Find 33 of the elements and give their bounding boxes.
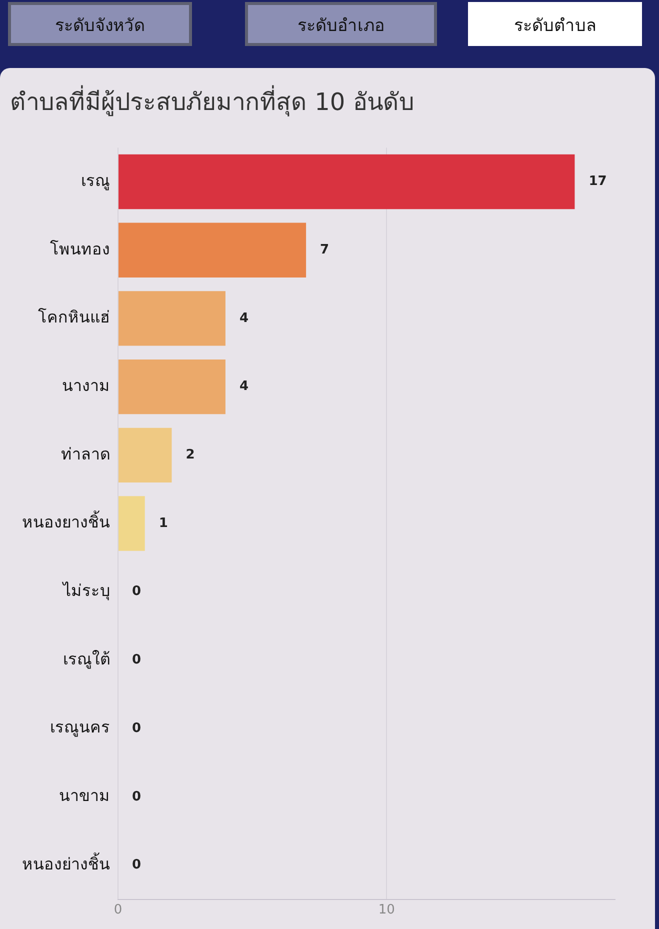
bar <box>118 154 575 210</box>
data-label: 7 <box>320 242 330 258</box>
x-tick-label: 10 <box>378 902 395 918</box>
bar <box>118 291 226 346</box>
data-label: 0 <box>132 789 142 804</box>
y-tick-label: หนองย่างชิ้น <box>22 852 110 874</box>
bar <box>118 496 145 551</box>
y-tick-label: ไม่ระบุ <box>61 581 110 601</box>
bar <box>118 428 172 482</box>
y-tick-label: นางาม <box>62 376 110 395</box>
y-tick-label: นาขาม <box>59 786 110 806</box>
data-label: 4 <box>239 379 249 394</box>
y-tick-label: โพนทอง <box>50 239 110 258</box>
data-label: 2 <box>186 448 195 463</box>
data-label: 0 <box>132 858 142 873</box>
data-label: 17 <box>588 174 607 190</box>
y-tick-label: เรณูนคร <box>50 718 110 738</box>
data-label: 0 <box>132 652 142 668</box>
chart-title: ตำบลที่มีผู้ประสบภัยมากที่สุด 10 อันดับ <box>10 84 414 118</box>
text: ระดับอำเภอ <box>245 2 437 46</box>
y-tick-label: ท่าลาด <box>61 444 110 464</box>
y-tick-label: โคกหินแฮ่ <box>38 308 110 327</box>
y-tick-label: เรณู <box>81 170 110 191</box>
data-label: 0 <box>132 584 142 600</box>
text: ระดับตำบล <box>468 2 642 46</box>
y-tick-label: เรณูใต้ <box>63 649 110 670</box>
text: ระดับจังหวัด <box>8 2 192 46</box>
data-label: 1 <box>158 516 168 531</box>
y-tick-label: หนองยางชิ้น <box>22 510 110 532</box>
bar <box>118 359 226 414</box>
data-label: 0 <box>132 720 142 736</box>
data-label: 4 <box>239 310 249 326</box>
bar <box>118 222 306 278</box>
